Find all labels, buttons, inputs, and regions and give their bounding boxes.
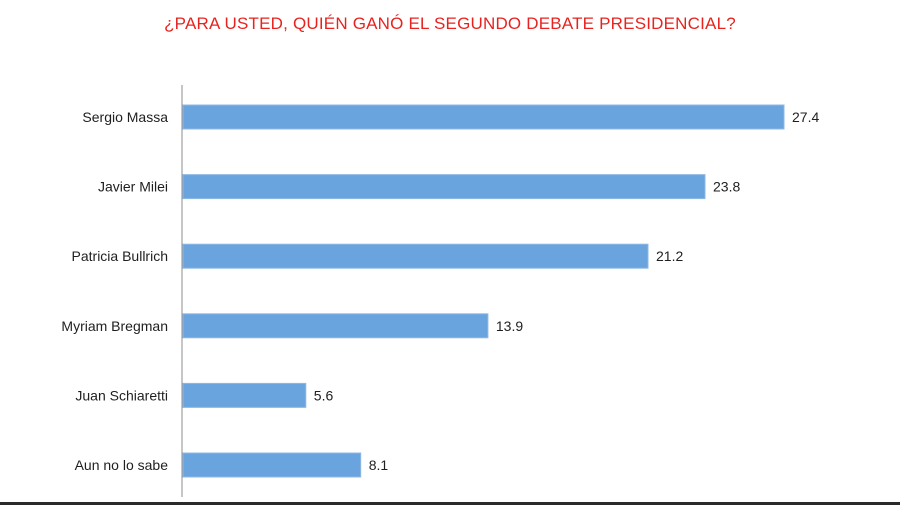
category-label-sergio-massa: Sergio Massa	[82, 109, 168, 125]
value-label-javier-milei: 23.8	[713, 179, 740, 195]
value-label-myriam-bregman: 13.9	[496, 318, 523, 334]
category-labels-group: Sergio Massa Javier Milei Patricia Bullric…	[61, 109, 168, 473]
value-label-sergio-massa: 27.4	[792, 109, 819, 125]
bottom-rule	[0, 502, 900, 505]
category-label-patricia-bullrich: Patricia Bullrich	[72, 248, 168, 264]
chart-title: ¿PARA USTED, QUIÉN GANÓ EL SEGUNDO DEBAT…	[164, 14, 736, 33]
bar-javier-milei	[182, 174, 706, 200]
category-label-javier-milei: Javier Milei	[98, 179, 168, 195]
category-label-myriam-bregman: Myriam Bregman	[61, 318, 168, 334]
value-label-patricia-bullrich: 21.2	[656, 248, 683, 264]
bar-patricia-bullrich	[182, 243, 649, 269]
bar-myriam-bregman	[182, 313, 489, 339]
value-label-aun-no-lo-sabe: 8.1	[369, 457, 389, 473]
category-label-aun-no-lo-sabe: Aun no lo sabe	[75, 457, 169, 473]
value-labels-group: 27.4 23.8 21.2 13.9 5.6 8.1	[314, 109, 820, 473]
value-label-juan-schiaretti: 5.6	[314, 387, 334, 403]
category-label-juan-schiaretti: Juan Schiaretti	[75, 387, 168, 403]
bar-sergio-massa	[182, 104, 785, 130]
bar-aun-no-lo-sabe	[182, 452, 362, 478]
bar-juan-schiaretti	[182, 382, 307, 408]
bars-group	[182, 104, 785, 478]
